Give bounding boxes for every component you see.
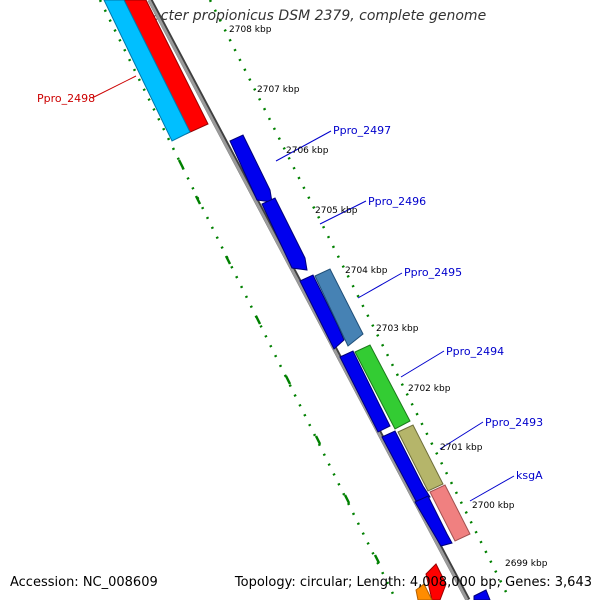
- tick-label: 2705 kbp: [315, 206, 358, 216]
- gene-ppro-2496-b[interactable]: [299, 274, 345, 350]
- tick-label: 2699 kbp: [505, 559, 548, 569]
- gene-ppro-2494[interactable]: [339, 350, 391, 433]
- gene-ppro-2498-trna[interactable]: [103, 0, 191, 142]
- feature-ppro-2493[interactable]: [397, 424, 444, 492]
- tick-label: 2708 kbp: [229, 25, 272, 35]
- genome-summary-text: Topology: circular; Length: 4,008,000 bp…: [234, 575, 592, 590]
- bottom-orange-feature[interactable]: [415, 583, 433, 600]
- gene-label-ppro-2493[interactable]: Ppro_2493: [485, 416, 543, 429]
- tick-label: 2703 kbp: [376, 324, 419, 334]
- bottom-blue-feature[interactable]: [473, 589, 491, 600]
- gene-ppro-2493[interactable]: [381, 430, 431, 502]
- accession-text: Accession: NC_008609: [10, 575, 158, 590]
- gene-label-ppro-2494[interactable]: Ppro_2494: [446, 345, 504, 358]
- gene-labels[interactable]: Ppro_2498 Ppro_2497 Ppro_2496 Ppro_2495 …: [37, 92, 543, 482]
- gene-label-ppro-2496[interactable]: Ppro_2496: [368, 195, 426, 208]
- gene-ppro-2497[interactable]: [229, 134, 273, 203]
- map-title: Pelobacter propionicus DSM 2379, complet…: [113, 8, 487, 24]
- gene-ksga[interactable]: [414, 495, 453, 547]
- tick-label: 2700 kbp: [472, 501, 515, 511]
- tick-label: 2704 kbp: [345, 266, 388, 276]
- tick-label: 2702 kbp: [408, 384, 451, 394]
- gene-label-ksga[interactable]: ksgA: [516, 469, 543, 482]
- feature-ppro-2494[interactable]: [354, 344, 411, 430]
- feature-ppro-2495[interactable]: [314, 268, 364, 347]
- inner-ruler-line: [208, 0, 512, 600]
- gene-ppro-2496-a[interactable]: [261, 197, 308, 271]
- tick-label: 2701 kbp: [440, 443, 483, 453]
- gene-label-ppro-2498[interactable]: Ppro_2498: [37, 92, 95, 105]
- tick-labels: 2708 kbp 2707 kbp 2706 kbp 2705 kbp 2704…: [229, 25, 548, 569]
- gene-label-lines: [91, 75, 515, 502]
- gene-label-ppro-2495[interactable]: Ppro_2495: [404, 266, 462, 279]
- major-tick-marks: [177, 159, 381, 564]
- outer-ruler-line: [98, 0, 398, 600]
- feature-ksga[interactable]: [429, 484, 471, 542]
- tick-label: 2706 kbp: [286, 146, 329, 156]
- backbone-line: [147, 0, 469, 600]
- bottom-red-feature[interactable]: [425, 563, 447, 600]
- gene-label-ppro-2497[interactable]: Ppro_2497: [333, 124, 391, 137]
- tick-label: 2707 kbp: [257, 85, 300, 95]
- cds-genes[interactable]: [229, 134, 453, 547]
